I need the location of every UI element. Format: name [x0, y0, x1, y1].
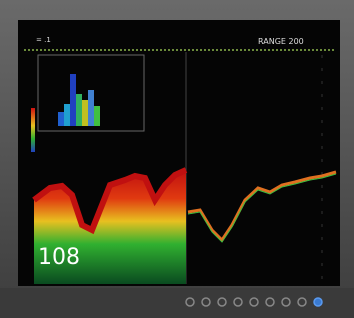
color-scale — [31, 108, 35, 152]
monitor-photo: = .1 RANGE 200 108 — [0, 0, 354, 318]
mode-text: = .1 — [36, 36, 51, 44]
power-button[interactable] — [314, 298, 322, 306]
page: = .1 RANGE 200 108 (() => { const data =… — [0, 0, 354, 318]
range-label: RANGE 200 — [258, 37, 304, 46]
button-strip — [0, 288, 354, 318]
depth-readout: 108 — [38, 245, 80, 270]
